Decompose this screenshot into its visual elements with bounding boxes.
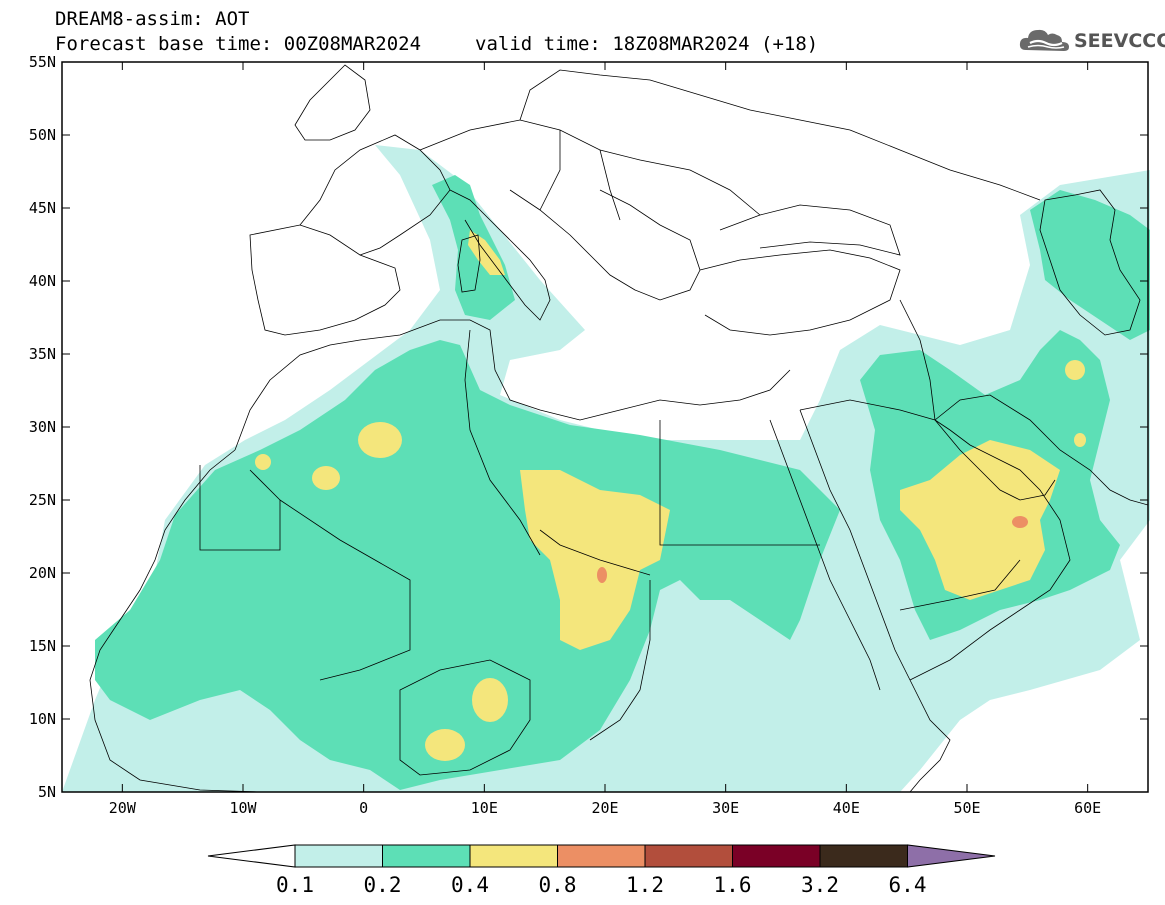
coastline-west-africa	[89, 449, 261, 793]
colorbar-level-label: 1.2	[626, 873, 664, 897]
border-iraq-iran	[899, 299, 936, 421]
cloud-icon	[1019, 29, 1069, 51]
coastline-north-africa	[234, 319, 791, 451]
colorbar-segment	[382, 844, 471, 868]
lon-label: 30E	[712, 799, 740, 817]
colorbar-segment	[294, 844, 383, 868]
coastline-red-sea-west	[769, 419, 881, 691]
aot-band-0.4-sahara	[520, 470, 670, 650]
colorbar-level-label: 3.2	[801, 873, 839, 897]
seevccc-logo: SEEVCCC	[1018, 24, 1165, 56]
lat-label: 50N	[28, 126, 56, 144]
valid-time: valid time: 18Z08MAR2024 (+18)	[475, 33, 819, 55]
coastline-horn	[909, 679, 951, 793]
colorbar-level-label: 0.1	[276, 873, 314, 897]
lat-label: 55N	[28, 53, 56, 71]
border-nigeria	[399, 659, 531, 776]
forecast-base-time: Forecast base time: 00Z08MAR2024	[55, 33, 422, 55]
coastline-france	[299, 134, 451, 256]
aot-band-0.2-caspian	[1030, 190, 1150, 340]
aot-band-0.4-sardinia	[468, 230, 505, 275]
colorbar-segment	[557, 844, 646, 868]
lat-label: 40N	[28, 272, 56, 290]
colorbar-level-label: 0.4	[451, 873, 489, 897]
colorbar-segment	[644, 844, 733, 868]
colorbar-min-arrow	[207, 844, 296, 868]
coastline-iberia	[249, 224, 401, 336]
colorbar-level-label: 0.8	[538, 873, 577, 897]
lat-label: 45N	[28, 199, 56, 217]
colorbar	[207, 844, 996, 868]
aot-band-0.8-arabia	[1012, 516, 1028, 528]
border-chad-sudan	[589, 580, 651, 741]
border-mali-niger	[279, 499, 411, 681]
coastline-red-sea-east	[799, 409, 911, 681]
axis-ticks	[62, 61, 1148, 793]
coastline-balkans	[509, 189, 701, 301]
coastline-sardinia	[457, 234, 481, 293]
colorbar-segment	[469, 844, 558, 868]
country-borders	[89, 64, 1149, 793]
lat-label: 5N	[37, 783, 56, 801]
coastline-black-sea	[719, 204, 901, 256]
lat-label: 35N	[28, 345, 56, 363]
aot-band-0.2	[95, 340, 840, 790]
coastline-britain	[294, 64, 371, 141]
lat-label: 10N	[28, 710, 56, 728]
aot-shading	[62, 145, 1150, 792]
colorbar-segment	[819, 844, 908, 868]
colorbar-level-label: 1.6	[713, 873, 752, 897]
border-mauritania	[199, 465, 281, 551]
colorbar-segment	[732, 844, 821, 868]
border-saudi-north	[799, 399, 936, 421]
lon-label: 0	[359, 799, 369, 817]
border-libya-egypt	[659, 420, 820, 546]
border-algeria-libya	[464, 329, 541, 556]
logo-text: SEEVCCC	[1074, 30, 1165, 52]
colorbar-max-arrow	[907, 844, 996, 868]
lon-label: 10W	[229, 799, 257, 817]
chart-subtitle: Forecast base time: 00Z08MAR2024 valid ti…	[55, 33, 818, 55]
border-russia	[849, 129, 1041, 201]
coastline-italy	[449, 189, 551, 321]
border-europe-3	[539, 130, 621, 221]
aot-band-0.4-spot2	[312, 466, 340, 490]
aot-band-0.4-spot1	[358, 422, 402, 458]
lon-label: 10E	[470, 799, 498, 817]
coastline-iran	[934, 394, 1149, 506]
coastline-caspian	[1039, 189, 1141, 336]
coastline-arabia	[909, 419, 1071, 681]
aot-band-0.8-sahara	[597, 567, 607, 583]
aot-band-0.4-spot3	[255, 454, 271, 470]
border-saudi-south	[899, 559, 1021, 611]
coastline-persian-gulf	[934, 419, 1056, 501]
aot-band-0.4-spot5	[425, 729, 465, 761]
colorbar-level-label: 0.2	[363, 873, 402, 897]
border-europe-2	[519, 69, 851, 131]
lon-label: 40E	[832, 799, 860, 817]
chart-title: DREAM8-assim: AOT	[55, 8, 250, 30]
lat-label: 20N	[28, 564, 56, 582]
aot-band-0.4-spot4	[472, 678, 508, 722]
colorbar-level-label: 6.4	[888, 873, 927, 897]
lat-label: 25N	[28, 491, 56, 509]
lat-label: 15N	[28, 637, 56, 655]
aot-band-0.4-spot7	[1074, 433, 1086, 447]
lat-label: 30N	[28, 418, 56, 436]
lon-label: 20W	[108, 799, 136, 817]
lon-label: 60E	[1074, 799, 1102, 817]
lon-label: 50E	[953, 799, 981, 817]
coastline-turkey	[699, 249, 901, 336]
lon-label: 20E	[591, 799, 619, 817]
aot-band-0.4-spot6	[1065, 360, 1085, 380]
border-niger-chad	[539, 529, 651, 576]
